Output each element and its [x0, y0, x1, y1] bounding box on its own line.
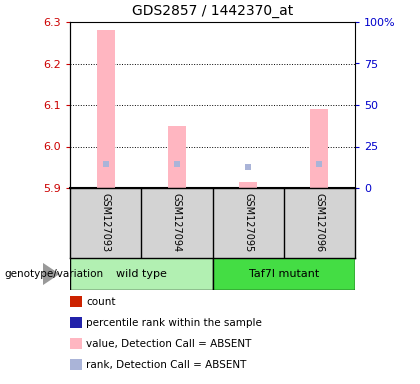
- Text: GSM127095: GSM127095: [243, 194, 253, 253]
- Bar: [97, 30, 115, 188]
- Title: GDS2857 / 1442370_at: GDS2857 / 1442370_at: [132, 4, 293, 18]
- Text: count: count: [86, 297, 116, 307]
- Text: value, Detection Call = ABSENT: value, Detection Call = ABSENT: [86, 339, 251, 349]
- Text: Taf7l mutant: Taf7l mutant: [249, 269, 319, 279]
- Text: rank, Detection Call = ABSENT: rank, Detection Call = ABSENT: [86, 360, 247, 370]
- Text: GSM127093: GSM127093: [101, 194, 110, 253]
- Polygon shape: [43, 263, 60, 285]
- Bar: [239, 182, 257, 188]
- Bar: [213, 258, 355, 290]
- Text: percentile rank within the sample: percentile rank within the sample: [86, 318, 262, 328]
- Text: genotype/variation: genotype/variation: [4, 269, 103, 279]
- Bar: [168, 126, 186, 188]
- Bar: [70, 258, 213, 290]
- Text: wild type: wild type: [116, 269, 167, 279]
- Bar: [310, 109, 328, 188]
- Text: GSM127094: GSM127094: [172, 194, 182, 253]
- Text: GSM127096: GSM127096: [315, 194, 324, 253]
